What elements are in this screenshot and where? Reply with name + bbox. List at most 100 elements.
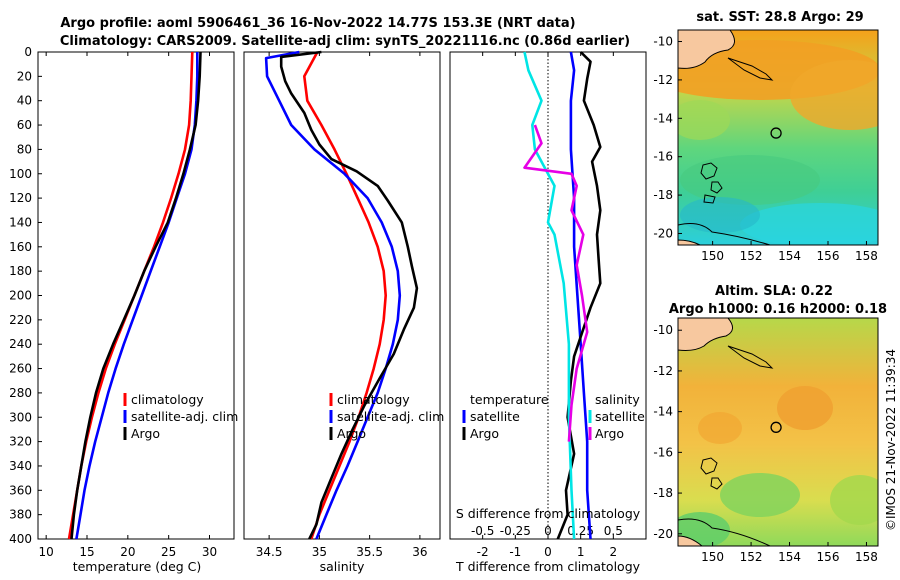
x-tick-label: 10 <box>39 545 54 559</box>
legend-s-argo-label: Argo <box>595 426 624 441</box>
t-difference-xlabel: T difference from climatology <box>455 559 641 574</box>
map-x-tick-label: 154 <box>778 249 801 263</box>
profile-location-marker <box>770 421 782 433</box>
series-line-t-satellite <box>569 51 592 540</box>
map-y-tick-label: -16 <box>653 150 673 164</box>
s-tick-label: 0 <box>544 524 552 538</box>
sla-map-frame <box>677 317 879 547</box>
y-tick-label: 240 <box>9 337 32 351</box>
s-tick-label: -0.5 <box>471 524 494 538</box>
land-australia <box>678 239 701 245</box>
salinity-axes-frame <box>243 51 441 540</box>
sla-map-title-line1: Altim. SLA: 0.22 <box>715 284 833 299</box>
s-tick-label: 0.5 <box>604 524 623 538</box>
y-tick-label: 400 <box>9 532 32 546</box>
y-tick-label: 320 <box>9 435 32 449</box>
map-y-tick-label: -16 <box>653 445 673 459</box>
map-y-tick-label: -14 <box>653 111 673 125</box>
difference-legend-salinity: salinity satellite Argo <box>588 392 645 441</box>
reef-coast <box>678 518 771 546</box>
s-difference-label: S difference from climatology <box>456 506 641 521</box>
salinity-legend: climatology satellite-adj. clim Argo <box>329 392 444 441</box>
map-y-tick-label: -20 <box>653 226 673 240</box>
y-tick-label: 60 <box>17 118 32 132</box>
sst-map-title: sat. SST: 28.8 Argo: 29 <box>696 10 863 25</box>
map-y-tick-label: -12 <box>653 73 673 87</box>
figure-title-line2: Climatology: CARS2009. Satellite-adj cli… <box>60 34 630 49</box>
salinity-xlabel: salinity <box>320 559 365 574</box>
legend-climatology-label: climatology <box>337 392 410 407</box>
legend-argo-label: Argo <box>337 426 366 441</box>
series-line-t-argo <box>556 51 602 540</box>
legend-satellite-label: satellite-adj. clim <box>131 409 238 424</box>
sst-cool-patch <box>680 197 760 233</box>
legend-satellite-label: satellite-adj. clim <box>337 409 444 424</box>
y-tick-label: 40 <box>17 94 32 108</box>
sst-map-panel: sat. SST: 28.8 Argo: 29 150 152 154 156 158 -… <box>653 10 879 263</box>
difference-panel: -2 -1 0 1 2 -0.5 -0.25 0 0.25 0.5 S difference f… <box>449 51 647 574</box>
y-tick-label: 380 <box>9 508 32 522</box>
y-tick-label: 280 <box>9 386 32 400</box>
legend-temperature-header: temperature <box>470 392 549 407</box>
map-x-tick-label: 150 <box>701 249 724 263</box>
sla-high-patch <box>777 386 833 430</box>
x-tick-label: 1 <box>577 545 585 559</box>
sst-cool-patch <box>680 155 820 205</box>
y-tick-label: 120 <box>9 191 32 205</box>
sla-map-title-line2: Argo h1000: 0.16 h2000: 0.18 <box>669 302 887 317</box>
x-tick-label: 30 <box>202 545 217 559</box>
map-x-tick-label: 150 <box>701 550 724 564</box>
y-tick-label: 180 <box>9 264 32 278</box>
map-y-tick-label: -18 <box>653 486 673 500</box>
sst-cool-patch <box>740 203 878 245</box>
sla-low-patch <box>678 512 730 546</box>
sst-map-frame <box>677 29 879 246</box>
map-x-tick-label: 156 <box>817 249 840 263</box>
s-tick-label: -0.25 <box>500 524 531 538</box>
map-x-tick-label: 152 <box>740 249 763 263</box>
y-tick-label: 200 <box>9 289 32 303</box>
legend-t-argo-label: Argo <box>470 426 499 441</box>
map-x-tick-label: 158 <box>855 550 878 564</box>
x-tick-label: 35 <box>312 545 327 559</box>
sla-high-patch <box>698 412 742 444</box>
sst-warm-patch <box>790 60 878 130</box>
x-tick-label: 0 <box>544 545 552 559</box>
map-y-tick-label: -10 <box>653 35 673 49</box>
sst-mild-patch <box>678 100 730 140</box>
temperature-axes-frame <box>37 51 235 540</box>
map-y-tick-label: -10 <box>653 323 673 337</box>
sla-map-panel: Altim. SLA: 0.22 Argo h1000: 0.16 h2000:… <box>653 284 887 564</box>
salinity-panel: 34.5 35 35.5 36 salinity climatology satell… <box>243 50 444 574</box>
temperature-legend: climatology satellite-adj. clim Argo <box>123 392 238 441</box>
x-tick-label: 36 <box>412 545 427 559</box>
x-tick-label: 20 <box>120 545 135 559</box>
y-tick-label: 140 <box>9 215 32 229</box>
legend-t-satellite-label: satellite <box>470 409 520 424</box>
map-x-tick-label: 156 <box>817 550 840 564</box>
legend-salinity-header: salinity <box>595 392 640 407</box>
y-tick-label: 20 <box>17 69 32 83</box>
series-line-s-argo <box>523 124 589 442</box>
y-tick-label: 80 <box>17 142 32 156</box>
series-line-argo <box>279 50 419 540</box>
legend-climatology-label: climatology <box>131 392 204 407</box>
sla-low-patch <box>720 473 800 517</box>
sla-low-patch <box>830 475 878 525</box>
map-x-tick-label: 152 <box>740 550 763 564</box>
map-y-tick-label: -14 <box>653 405 673 419</box>
x-tick-label: -2 <box>477 545 489 559</box>
y-tick-label: 300 <box>9 410 32 424</box>
y-tick-label: 100 <box>9 167 32 181</box>
y-tick-label: 160 <box>9 240 32 254</box>
land-png <box>678 318 733 351</box>
islands-coast <box>727 57 774 81</box>
series-line-climatology <box>302 51 388 540</box>
series-line-satellite <box>264 50 402 540</box>
map-x-tick-label: 154 <box>778 550 801 564</box>
legend-argo-label: Argo <box>131 426 160 441</box>
reef-outlines <box>700 457 723 490</box>
reef-outlines <box>700 162 723 204</box>
x-tick-label: 34.5 <box>256 545 283 559</box>
